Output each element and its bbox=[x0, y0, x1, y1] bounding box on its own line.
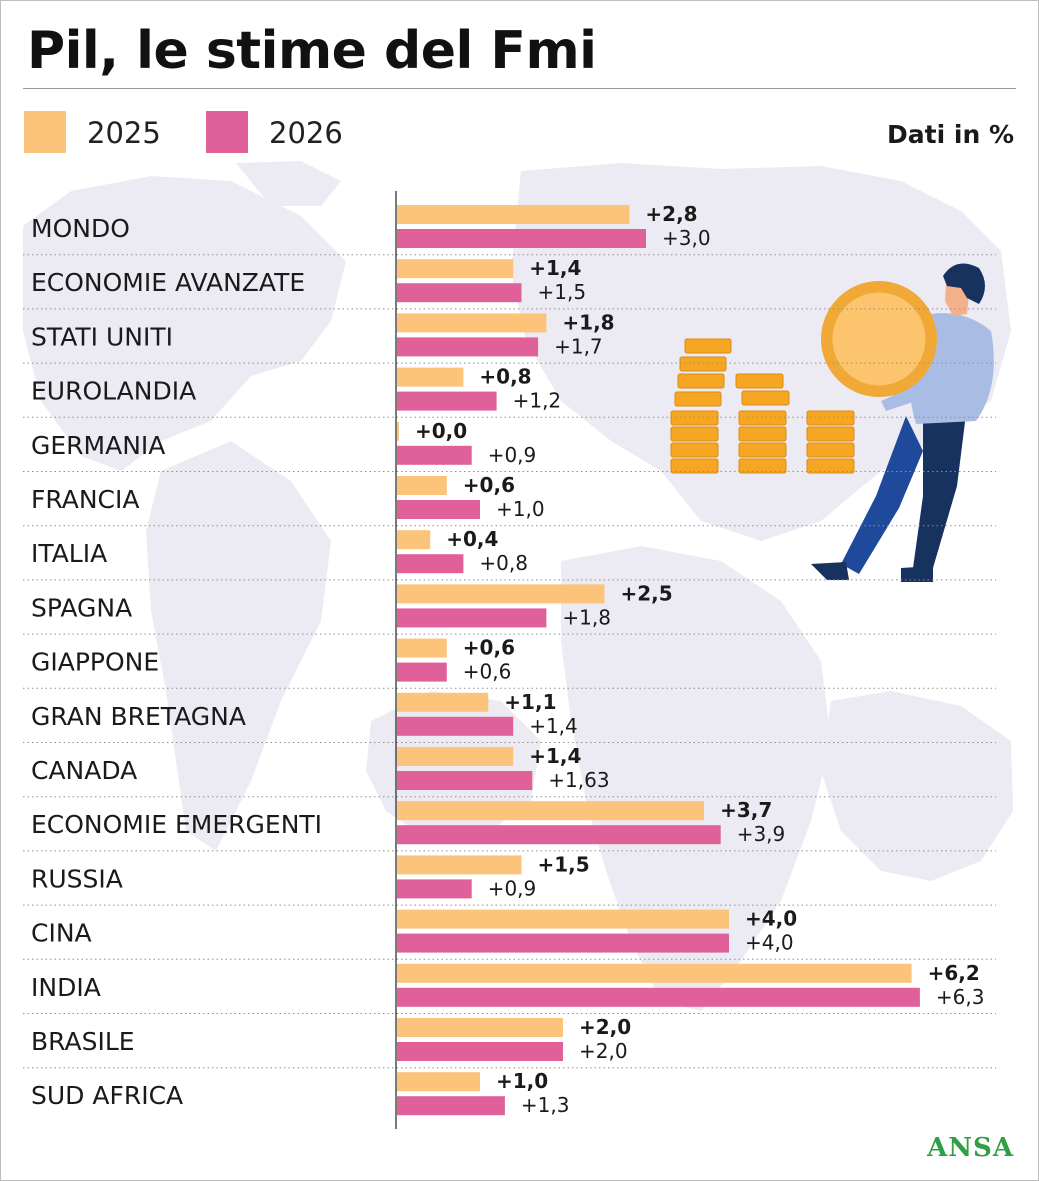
bar-2025 bbox=[397, 259, 514, 279]
value-label-2026: +1,2 bbox=[513, 389, 562, 413]
bar-2026 bbox=[397, 987, 920, 1007]
value-label-2026: +6,3 bbox=[936, 985, 985, 1009]
category-label: ITALIA bbox=[31, 539, 107, 568]
value-label-2025: +3,7 bbox=[720, 798, 772, 822]
value-label-2026: +2,0 bbox=[579, 1039, 628, 1063]
bar-2026 bbox=[397, 933, 729, 953]
category-label: GRAN BRETAGNA bbox=[31, 702, 246, 731]
value-label-2026: +0,6 bbox=[463, 660, 512, 684]
bar-2025 bbox=[397, 205, 630, 224]
value-label-2025: +0,6 bbox=[463, 473, 515, 497]
coins-man-illustration bbox=[670, 263, 994, 582]
bar-2025 bbox=[397, 421, 399, 441]
bar-2026 bbox=[397, 500, 480, 519]
bar-2025 bbox=[397, 367, 464, 387]
category-label: MONDO bbox=[31, 214, 130, 243]
category-label: GIAPPONE bbox=[31, 648, 159, 677]
value-label-2026: +1,7 bbox=[554, 334, 603, 358]
bar-2026 bbox=[397, 825, 721, 845]
bar-2026 bbox=[397, 229, 646, 248]
value-label-2026: +1,3 bbox=[521, 1093, 570, 1117]
value-label-2026: +4,0 bbox=[745, 931, 794, 955]
category-label: ECONOMIE EMERGENTI bbox=[31, 810, 322, 839]
man-figure bbox=[811, 263, 994, 582]
bar-2025 bbox=[397, 530, 431, 550]
category-label: SUD AFRICA bbox=[31, 1081, 183, 1110]
bar-2026 bbox=[397, 1096, 505, 1116]
category-label: RUSSIA bbox=[31, 864, 123, 893]
unit-label: Dati in % bbox=[887, 120, 1014, 149]
category-label: EUROLANDIA bbox=[31, 377, 196, 406]
category-label: STATI UNITI bbox=[31, 322, 173, 351]
value-label-2025: +2,5 bbox=[621, 581, 673, 605]
bar-2026 bbox=[397, 337, 539, 357]
bar-2025 bbox=[397, 747, 514, 766]
value-label-2025: +1,5 bbox=[538, 852, 590, 876]
value-label-2025: +1,0 bbox=[496, 1069, 548, 1093]
value-label-2025: +2,8 bbox=[645, 202, 697, 226]
category-label: SPAGNA bbox=[31, 593, 132, 622]
category-label: ECONOMIE AVANZATE bbox=[31, 268, 305, 297]
bar-2026 bbox=[397, 445, 472, 465]
value-label-2026: +0,9 bbox=[488, 876, 537, 900]
bar-2026 bbox=[397, 608, 547, 628]
value-label-2026: +3,0 bbox=[662, 226, 711, 250]
category-label: BRASILE bbox=[31, 1027, 135, 1056]
category-label: INDIA bbox=[31, 973, 101, 1002]
value-label-2026: +0,9 bbox=[488, 443, 537, 467]
bar-2026 bbox=[397, 771, 533, 790]
title-divider bbox=[23, 88, 1016, 89]
value-label-2026: +1,0 bbox=[496, 497, 545, 521]
legend-swatch-2026 bbox=[206, 111, 248, 153]
value-label-2025: +1,4 bbox=[529, 256, 581, 280]
bar-2026 bbox=[397, 391, 497, 411]
value-label-2025: +1,4 bbox=[529, 744, 581, 768]
value-label-2025: +0,8 bbox=[479, 365, 531, 389]
bar-2025 bbox=[397, 855, 522, 875]
bar-2025 bbox=[397, 801, 705, 821]
coin-stacks bbox=[670, 338, 855, 474]
bar-2025 bbox=[397, 313, 547, 333]
value-label-2025: +0,6 bbox=[463, 636, 515, 660]
bar-2026 bbox=[397, 1042, 563, 1061]
bar-2025 bbox=[397, 963, 912, 983]
value-label-2025: +4,0 bbox=[745, 907, 797, 931]
bar-2025 bbox=[397, 584, 605, 604]
legend-swatch-2025 bbox=[24, 111, 66, 153]
value-label-2026: +1,5 bbox=[538, 280, 587, 304]
bar-2025 bbox=[397, 909, 729, 929]
category-label: GERMANIA bbox=[31, 431, 165, 460]
value-label-2025: +0,0 bbox=[415, 419, 467, 443]
bar-2025 bbox=[397, 692, 489, 712]
value-label-2025: +1,8 bbox=[562, 310, 614, 334]
legend-label-2025: 2025 bbox=[87, 116, 161, 150]
bar-2026 bbox=[397, 283, 522, 303]
value-label-2025: +1,1 bbox=[504, 690, 556, 714]
category-label: CINA bbox=[31, 919, 92, 948]
bar-2025 bbox=[397, 1018, 563, 1037]
page-title: Pil, le stime del Fmi bbox=[27, 21, 597, 81]
category-label: CANADA bbox=[31, 756, 137, 785]
value-label-2025: +0,4 bbox=[446, 527, 498, 551]
bar-2026 bbox=[397, 662, 447, 682]
value-label-2026: +1,4 bbox=[529, 714, 578, 738]
ansa-logo: ANSA bbox=[927, 1133, 1014, 1163]
value-label-2026: +0,8 bbox=[479, 551, 528, 575]
category-label: FRANCIA bbox=[31, 485, 139, 514]
bar-2026 bbox=[397, 879, 472, 899]
bar-2025 bbox=[397, 1072, 480, 1092]
value-label-2025: +2,0 bbox=[579, 1015, 631, 1039]
bar-2026 bbox=[397, 554, 464, 574]
bar-2025 bbox=[397, 638, 447, 658]
value-label-2026: +1,8 bbox=[562, 605, 611, 629]
value-label-2026: +3,9 bbox=[737, 822, 786, 846]
bar-2025 bbox=[397, 476, 447, 495]
legend-label-2026: 2026 bbox=[269, 116, 343, 150]
bar-2026 bbox=[397, 716, 514, 736]
value-label-2025: +6,2 bbox=[928, 961, 980, 985]
value-label-2026: +1,63 bbox=[548, 768, 609, 792]
